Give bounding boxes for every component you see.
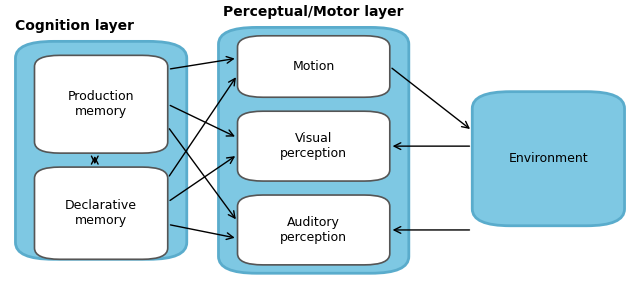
FancyBboxPatch shape bbox=[35, 55, 168, 153]
Text: Visual
perception: Visual perception bbox=[280, 132, 347, 160]
Text: Cognition layer: Cognition layer bbox=[15, 19, 134, 33]
Text: Perceptual/Motor layer: Perceptual/Motor layer bbox=[223, 5, 404, 19]
FancyBboxPatch shape bbox=[237, 111, 390, 181]
Text: Auditory
perception: Auditory perception bbox=[280, 216, 347, 244]
FancyBboxPatch shape bbox=[218, 27, 409, 273]
FancyBboxPatch shape bbox=[237, 195, 390, 265]
Text: Motion: Motion bbox=[292, 60, 335, 73]
Text: Environment: Environment bbox=[509, 152, 588, 165]
Text: Declarative
memory: Declarative memory bbox=[65, 199, 137, 227]
FancyBboxPatch shape bbox=[15, 41, 187, 259]
FancyBboxPatch shape bbox=[472, 92, 625, 226]
Text: Production
memory: Production memory bbox=[68, 90, 134, 118]
FancyBboxPatch shape bbox=[237, 36, 390, 97]
FancyBboxPatch shape bbox=[35, 167, 168, 259]
